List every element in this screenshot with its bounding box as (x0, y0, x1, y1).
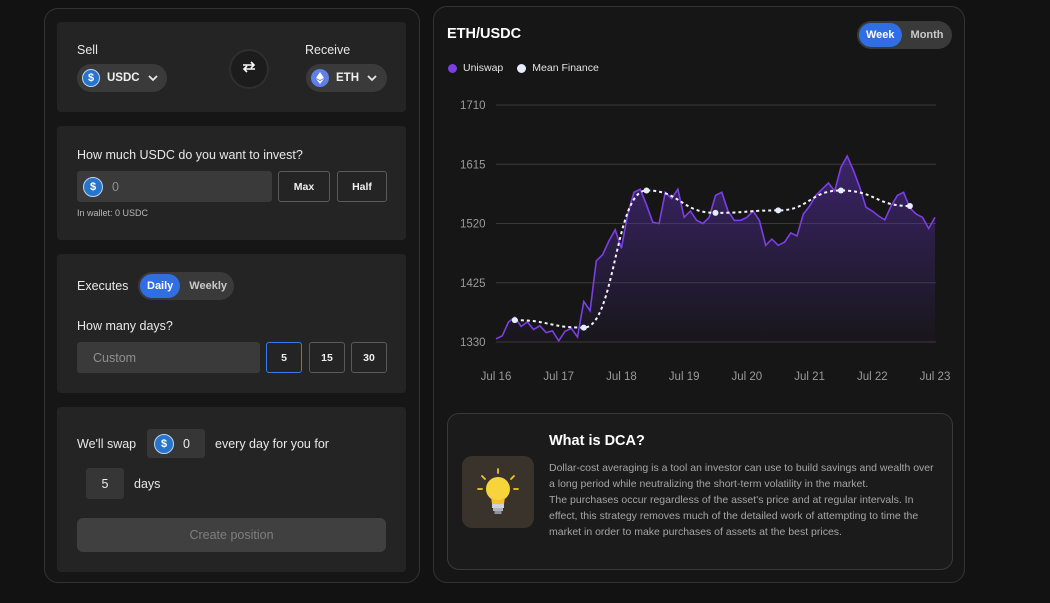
y-tick-label: 1615 (460, 159, 486, 171)
eth-icon (311, 69, 329, 87)
lightbulb-icon (462, 456, 534, 528)
legend-label-uniswap: Uniswap (463, 62, 504, 74)
mean-finance-point[interactable] (775, 207, 782, 214)
days-option-30[interactable]: 30 (351, 342, 387, 373)
amount-placeholder: 0 (112, 179, 119, 194)
x-tick-label: Jul 21 (794, 371, 825, 383)
y-tick-label: 1330 (460, 337, 486, 349)
x-tick-label: Jul 17 (543, 371, 574, 383)
dca-paragraph-1: Dollar-cost averaging is a tool an inves… (549, 462, 934, 490)
legend-label-mean-finance: Mean Finance (532, 62, 599, 74)
mean-finance-point[interactable] (712, 209, 719, 216)
mean-finance-point[interactable] (837, 187, 844, 194)
summary-prefix: We'll swap (77, 437, 137, 451)
x-tick-label: Jul 19 (669, 371, 700, 383)
swap-tokens-button[interactable] (229, 49, 269, 89)
custom-days-placeholder: Custom (93, 350, 137, 365)
summary-card: We'll swap $ 0 every day for you for 5 d… (57, 407, 406, 572)
executes-label: Executes (77, 279, 129, 293)
summary-days: 5 (86, 468, 124, 499)
token-selector-card: Sell $ USDC Receive ETH (57, 22, 406, 112)
create-position-button[interactable]: Create position (77, 518, 386, 552)
receive-label: Receive (305, 43, 351, 57)
legend-item-mean-finance[interactable]: Mean Finance (517, 62, 599, 74)
summary-amount-value: 0 (183, 436, 190, 451)
y-axis-ticks: 1330 1425 1520 1615 1710 (460, 100, 486, 349)
sell-label: Sell (77, 43, 98, 57)
legend-dot-uniswap (448, 63, 457, 73)
days-option-15[interactable]: 15 (309, 342, 345, 373)
chevron-down-icon (366, 72, 378, 84)
y-tick-label: 1710 (460, 100, 486, 112)
days-question: How many days? (77, 319, 173, 333)
x-tick-label: Jul 20 (732, 371, 763, 383)
swap-arrows-icon (241, 60, 257, 78)
days-option-5[interactable]: 5 (266, 342, 302, 373)
wallet-balance: In wallet: 0 USDC (77, 208, 149, 218)
chevron-down-icon (147, 72, 159, 84)
max-button[interactable]: Max (278, 171, 330, 202)
half-button[interactable]: Half (337, 171, 387, 202)
mean-finance-point[interactable] (906, 203, 913, 210)
usdc-icon: $ (154, 433, 174, 454)
summary-days-value: 5 (101, 476, 109, 491)
sell-token-select[interactable]: $ USDC (77, 64, 167, 92)
invest-question: How much USDC do you want to invest? (77, 148, 303, 162)
receive-token-symbol: ETH (336, 72, 359, 84)
invest-amount-card: How much USDC do you want to invest? $ 0… (57, 126, 406, 240)
frequency-toggle: Daily Weekly (138, 272, 234, 300)
x-tick-label: Jul 23 (920, 371, 951, 383)
mean-finance-series-line (514, 189, 910, 329)
chart-panel: ETH/USDC Week Month Uniswap Mean Finance… (433, 6, 965, 583)
mean-finance-point[interactable] (580, 324, 587, 331)
receive-token-select[interactable]: ETH (306, 64, 387, 92)
x-axis-ticks: Jul 16 Jul 17 Jul 18 Jul 19 Jul 20 Jul 21 Jul … (481, 371, 951, 383)
create-position-panel: Sell $ USDC Receive ETH (44, 8, 420, 583)
frequency-option-daily[interactable]: Daily (140, 274, 181, 298)
mean-finance-points (511, 187, 913, 331)
frequency-option-weekly[interactable]: Weekly (189, 280, 228, 292)
mean-finance-point[interactable] (511, 317, 518, 324)
usdc-icon: $ (82, 69, 100, 87)
range-option-month[interactable]: Month (910, 29, 944, 41)
dca-info-card: What is DCA? Dollar-cost averaging is a … (447, 413, 953, 570)
y-tick-label: 1520 (460, 219, 486, 231)
uniswap-area (496, 156, 935, 342)
range-toggle: Week Month (857, 21, 952, 49)
dca-title: What is DCA? (549, 433, 645, 449)
sell-token-symbol: USDC (107, 72, 140, 84)
legend-item-uniswap[interactable]: Uniswap (448, 62, 503, 74)
frequency-card: Executes Daily Weekly How many days? Cus… (57, 254, 406, 393)
x-tick-label: Jul 16 (481, 371, 512, 383)
usdc-icon: $ (83, 176, 103, 197)
chart-title: ETH/USDC (447, 26, 522, 42)
legend-dot-mean-finance (517, 63, 527, 73)
chart-legend: Uniswap Mean Finance (448, 62, 599, 74)
x-tick-label: Jul 22 (857, 371, 888, 383)
x-tick-label: Jul 18 (606, 371, 637, 383)
summary-suffix: every day for you for (215, 437, 329, 451)
summary-days-label: days (134, 477, 161, 491)
dca-description: Dollar-cost averaging is a tool an inves… (549, 460, 941, 540)
dca-paragraph-2: The purchases occur regardless of the as… (549, 494, 919, 538)
summary-amount: $ 0 (147, 429, 205, 458)
custom-days-input[interactable]: Custom (77, 342, 260, 373)
mean-finance-point[interactable] (643, 187, 650, 194)
amount-input[interactable]: $ 0 (77, 171, 272, 202)
range-option-week[interactable]: Week (859, 23, 902, 47)
y-tick-label: 1425 (460, 278, 486, 290)
